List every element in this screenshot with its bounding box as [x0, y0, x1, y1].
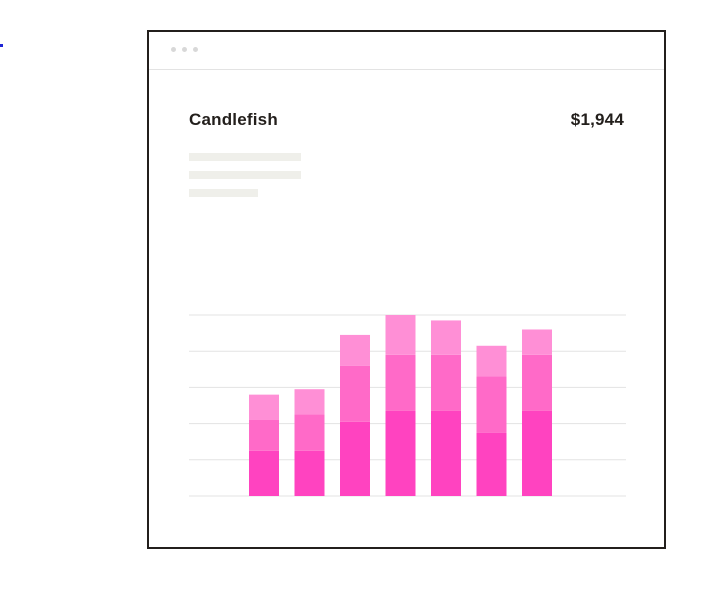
bar-segment — [522, 329, 552, 355]
bar-segment — [476, 345, 507, 377]
bar-segment — [431, 320, 461, 355]
stray-marker — [0, 44, 3, 47]
window-dot-icon[interactable] — [182, 47, 187, 52]
card-title: Candlefish — [189, 110, 278, 129]
bar-segment — [385, 354, 416, 411]
bar-segment — [249, 394, 279, 420]
window-dot-icon[interactable] — [171, 47, 176, 52]
placeholder-text-line — [189, 153, 301, 161]
bar-segment — [294, 414, 325, 451]
bar-segment — [249, 450, 279, 496]
chart-bars — [249, 315, 552, 496]
bar-segment — [340, 334, 370, 366]
bar-segment — [431, 354, 461, 411]
card-amount: $1,944 — [570, 110, 624, 129]
bar-segment — [385, 315, 416, 355]
window-dot-icon[interactable] — [193, 47, 198, 52]
bar-segment — [340, 421, 370, 496]
bar-segment — [476, 432, 507, 496]
bar-segment — [294, 450, 325, 496]
bar-segment — [431, 410, 461, 496]
bar-segment — [385, 410, 416, 496]
bar-segment — [340, 365, 370, 422]
placeholder-text-line — [189, 189, 258, 197]
stacked-bar-chart — [189, 314, 626, 497]
bar-segment — [522, 354, 552, 411]
bar-segment — [522, 410, 552, 496]
bar-segment — [476, 376, 507, 433]
bar-segment — [294, 389, 325, 415]
window-controls — [171, 47, 198, 52]
bar-segment — [249, 419, 279, 451]
app-window: Candlefish $1,944 — [147, 30, 666, 549]
window-titlebar — [149, 32, 664, 70]
placeholder-text-line — [189, 171, 301, 179]
